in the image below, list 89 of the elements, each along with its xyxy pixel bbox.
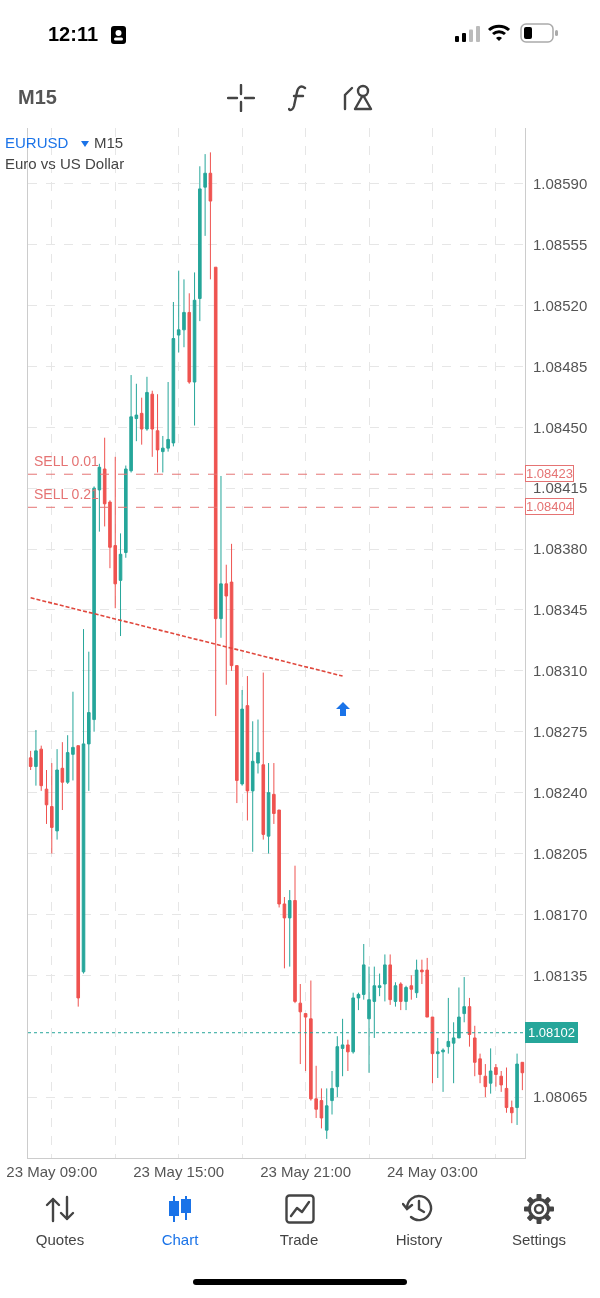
candlestick [330,1070,334,1115]
candlestick [219,475,223,639]
y-tick-label: 1.08485 [533,357,588,375]
candlestick [414,959,419,999]
y-tick-label: 1.08135 [533,966,588,984]
y-tick-label: 1.08590 [533,174,588,192]
y-tick-label: 1.08450 [533,418,588,436]
candlestick [504,1067,509,1114]
candlestick [335,1035,340,1098]
candlestick [324,1087,329,1140]
text: Settings [510,1231,568,1249]
candlestick [198,165,202,322]
y-tick-label: 1.08520 [533,296,588,314]
text: M15 [18,86,57,109]
text: 1.08404 [526,499,573,514]
candlestick [28,750,33,771]
candlestick [346,1039,350,1072]
x-tick-label: 24 May 03:00 [387,1163,478,1180]
candlestick [266,762,271,855]
candlestick [145,376,149,432]
candlestick [515,1053,519,1126]
candlestick [240,689,244,787]
text: Trade [278,1231,320,1249]
text: Quotes [34,1231,86,1249]
candlestick [187,292,192,385]
y-tick-label: 1.08555 [533,235,588,253]
candlestick [39,745,44,792]
candlestick [224,564,229,686]
y-tick-label: 1.08065 [533,1088,588,1106]
x-tick-label: 23 May 21:00 [260,1163,352,1180]
candlestick [488,1047,493,1095]
candlestick [462,976,466,1023]
candlestick [404,985,408,1011]
x-tick-label: 23 May 15:00 [133,1163,225,1180]
annotation: M15 [94,134,124,152]
candlestick [203,153,207,237]
y-tick-label: 1.08170 [533,905,588,923]
y-tick-label: 1.08240 [533,783,588,801]
x-tick-label: 23 May 09:00 [6,1163,98,1180]
candlestick [398,981,403,1011]
text: 1.08423 [526,466,573,481]
candlestick [192,271,197,427]
candlestick [139,397,144,446]
y-tick-label: 1.08310 [533,662,588,680]
candlestick [303,1013,308,1072]
y-tick-label: 1.08345 [533,601,588,619]
candlestick [494,1063,498,1088]
candlestick [393,981,398,1008]
text: History [394,1231,444,1249]
candlestick [388,953,392,1006]
y-tick-label: 1.08205 [533,844,588,862]
candlestick [377,973,382,997]
candlestick [499,1070,503,1093]
candlestick [76,745,81,1008]
candlestick [287,889,292,968]
candlestick [213,266,218,717]
candlestick [409,974,414,1001]
candlestick [430,1016,435,1084]
y-tick-label: 1.08275 [533,722,588,740]
ref-line-label: SELL 0.01 [34,453,100,469]
candlestick [60,741,65,811]
candlestick [383,953,387,1002]
candlestick [44,769,49,825]
text: 1.08102 [528,1025,575,1040]
candlestick [155,393,160,473]
candlestick [55,748,59,841]
candlestick [298,983,303,1065]
candlestick [356,992,361,1011]
candlestick [319,1087,324,1129]
candlestick [208,151,213,280]
candlestick [261,672,266,841]
candlestick [361,943,366,1001]
chart-title: EURUSD [5,134,69,152]
candlestick [34,729,38,787]
candlestick [483,1063,488,1098]
candlestick [150,390,155,458]
candlestick [118,532,123,637]
candlestick [509,1100,514,1124]
y-tick-label: 1.08380 [533,540,588,558]
text: 12:11 [48,23,99,46]
candlestick [520,1061,525,1091]
candlestick [245,675,250,821]
candlestick [81,628,86,975]
candlestick [467,997,472,1048]
candlestick [293,865,297,1004]
text: Euro vs US Dollar [5,155,125,173]
text: Chart [160,1231,200,1249]
y-tick-label: 1.08415 [533,479,588,497]
candlestick [50,762,54,855]
